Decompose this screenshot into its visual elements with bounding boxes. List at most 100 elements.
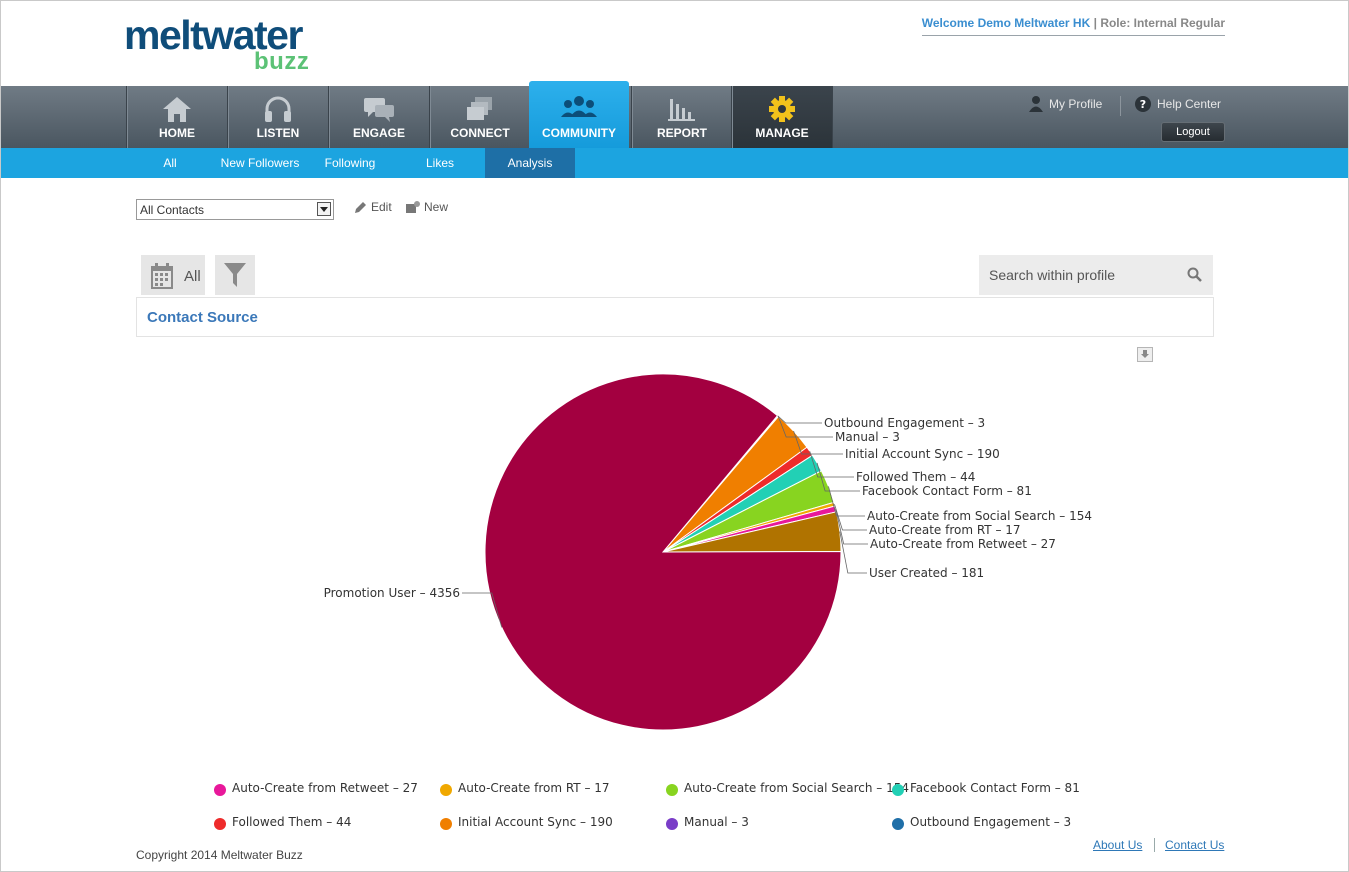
date-filter-label: All (184, 268, 201, 285)
funnel-icon (224, 263, 246, 287)
nav-label: REPORT (656, 126, 707, 140)
nav-label: CONNECT (450, 126, 510, 140)
nav-label: HOME (159, 126, 195, 140)
legend-item[interactable]: Auto-Create from Retweet – 27 (232, 781, 418, 795)
download-chart-button[interactable] (1137, 347, 1153, 362)
panel-title: Contact Source (147, 309, 258, 326)
edit-button[interactable]: Edit (354, 200, 392, 214)
legend-dot-icon (214, 818, 226, 830)
copyright: Copyright 2014 Meltwater Buzz (136, 848, 303, 862)
legend-dot-icon (892, 784, 904, 796)
sub-nav: All New Followers Following Likes Analys… (1, 148, 1348, 178)
bar-chart-icon (668, 99, 695, 121)
subnav-all[interactable]: All (163, 156, 177, 170)
legend-dot-icon (666, 818, 678, 830)
welcome-separator: | (1093, 16, 1097, 30)
nav-community[interactable]: COMMUNITY (529, 81, 629, 148)
nav-connect[interactable]: CONNECT (429, 86, 530, 148)
subnav-likes[interactable]: Likes (425, 156, 454, 170)
pie-label-connector (809, 451, 854, 478)
subnav-analysis[interactable]: Analysis (485, 148, 575, 178)
pie-label-connector (816, 462, 860, 492)
home-icon (163, 97, 191, 122)
pie-slice-label: Outbound Engagement – 3 (824, 416, 985, 430)
pie-slice-label: Auto-Create from Social Search – 154 (867, 509, 1092, 523)
filter-button[interactable] (215, 255, 255, 295)
pie-slice-label: Facebook Contact Form – 81 (862, 484, 1032, 498)
legend-item[interactable]: Initial Account Sync – 190 (458, 815, 613, 829)
new-label: New (424, 200, 449, 214)
contact-list-select[interactable]: All Contacts (136, 199, 334, 220)
pie-label-connector (777, 416, 833, 438)
user-role: Role: Internal Regular (1100, 16, 1225, 30)
my-profile-label: My Profile (1049, 97, 1103, 111)
legend-dot-icon (214, 784, 226, 796)
legend-item[interactable]: Manual – 3 (684, 815, 749, 829)
pie-slice-label: User Created – 181 (869, 566, 984, 580)
footer-divider (1154, 838, 1155, 852)
search-icon[interactable] (1187, 267, 1203, 283)
nav-label: ENGAGE (352, 126, 405, 140)
legend-dot-icon (892, 818, 904, 830)
date-filter-button[interactable]: All (141, 255, 205, 295)
gear-icon (769, 96, 795, 122)
pie-slice-label: Followed Them – 44 (856, 470, 975, 484)
pie-slice-label: Manual – 3 (835, 430, 900, 444)
pie-slice-label: Auto-Create from Retweet – 27 (870, 537, 1056, 551)
help-center-label: Help Center (1157, 97, 1222, 111)
logo-subtext: buzz (254, 48, 310, 75)
logo-text: meltwater (124, 12, 303, 58)
nav-report[interactable]: REPORT (631, 86, 732, 148)
legend-item[interactable]: Auto-Create from RT – 17 (458, 781, 610, 795)
edit-label: Edit (371, 200, 392, 214)
logout-button[interactable]: Logout (1161, 122, 1225, 142)
brand-logo[interactable]: meltwater buzz (124, 14, 314, 74)
subnav-new-followers[interactable]: New Followers (220, 156, 300, 170)
pie-label-connector (839, 531, 867, 574)
help-center-link[interactable]: ? Help Center (1135, 96, 1221, 112)
topright-divider (1120, 96, 1121, 116)
welcome-user[interactable]: Welcome Demo Meltwater HK (921, 16, 1091, 30)
nav-manage[interactable]: MANAGE (731, 86, 833, 148)
pie-slice-label: Auto-Create from RT – 17 (869, 523, 1021, 537)
welcome-bar: Welcome Demo Meltwater HK | Role: Intern… (921, 16, 1225, 36)
new-button[interactable]: New (406, 200, 448, 214)
pie-slice-label: Initial Account Sync – 190 (845, 447, 1000, 461)
panel-header: Contact Source (136, 297, 1214, 337)
pie-label-connector (777, 415, 822, 424)
dropdown-arrow-icon[interactable] (317, 202, 331, 216)
legend-dot-icon (666, 784, 678, 796)
nav-label: COMMUNITY (542, 126, 616, 140)
person-icon (1029, 96, 1043, 112)
legend-item[interactable]: Auto-Create from Social Search – 154 (684, 781, 909, 795)
nav-engage[interactable]: ENGAGE (328, 86, 429, 148)
main-nav: HOME LISTEN ENGAGE CONNECT COMMUNITY REP… (1, 81, 1348, 148)
contact-us-link[interactable]: Contact Us (1165, 838, 1225, 852)
nav-listen[interactable]: LISTEN (227, 86, 328, 148)
nav-label: MANAGE (755, 126, 809, 140)
pencil-icon (355, 201, 366, 213)
subnav-following[interactable]: Following (324, 156, 376, 170)
pie-label-connector (834, 504, 867, 531)
my-profile-link[interactable]: My Profile (1029, 96, 1102, 112)
new-contact-icon (406, 200, 420, 213)
legend-item[interactable]: Facebook Contact Form – 81 (910, 781, 1080, 795)
legend-item[interactable]: Followed Them – 44 (232, 815, 352, 829)
about-us-link[interactable]: About Us (1093, 838, 1143, 852)
search-placeholder: Search within profile (989, 267, 1116, 283)
nav-home[interactable]: HOME (126, 86, 227, 148)
profile-search-input[interactable]: Search within profile (979, 255, 1213, 295)
contact-list-value: All Contacts (140, 203, 205, 217)
pie-label-connector (793, 430, 843, 455)
headphones-icon (265, 96, 291, 122)
calendar-icon (151, 263, 173, 289)
legend-dot-icon (440, 784, 452, 796)
people-icon (561, 96, 597, 117)
legend-item[interactable]: Outbound Engagement – 3 (910, 815, 1072, 829)
pie-label-connector (828, 486, 865, 517)
download-icon (1141, 350, 1149, 358)
pie-label-connector (835, 508, 868, 545)
chat-bubbles-icon (364, 98, 394, 122)
svg-text:?: ? (1140, 98, 1146, 111)
pie-label-connector (462, 592, 503, 628)
